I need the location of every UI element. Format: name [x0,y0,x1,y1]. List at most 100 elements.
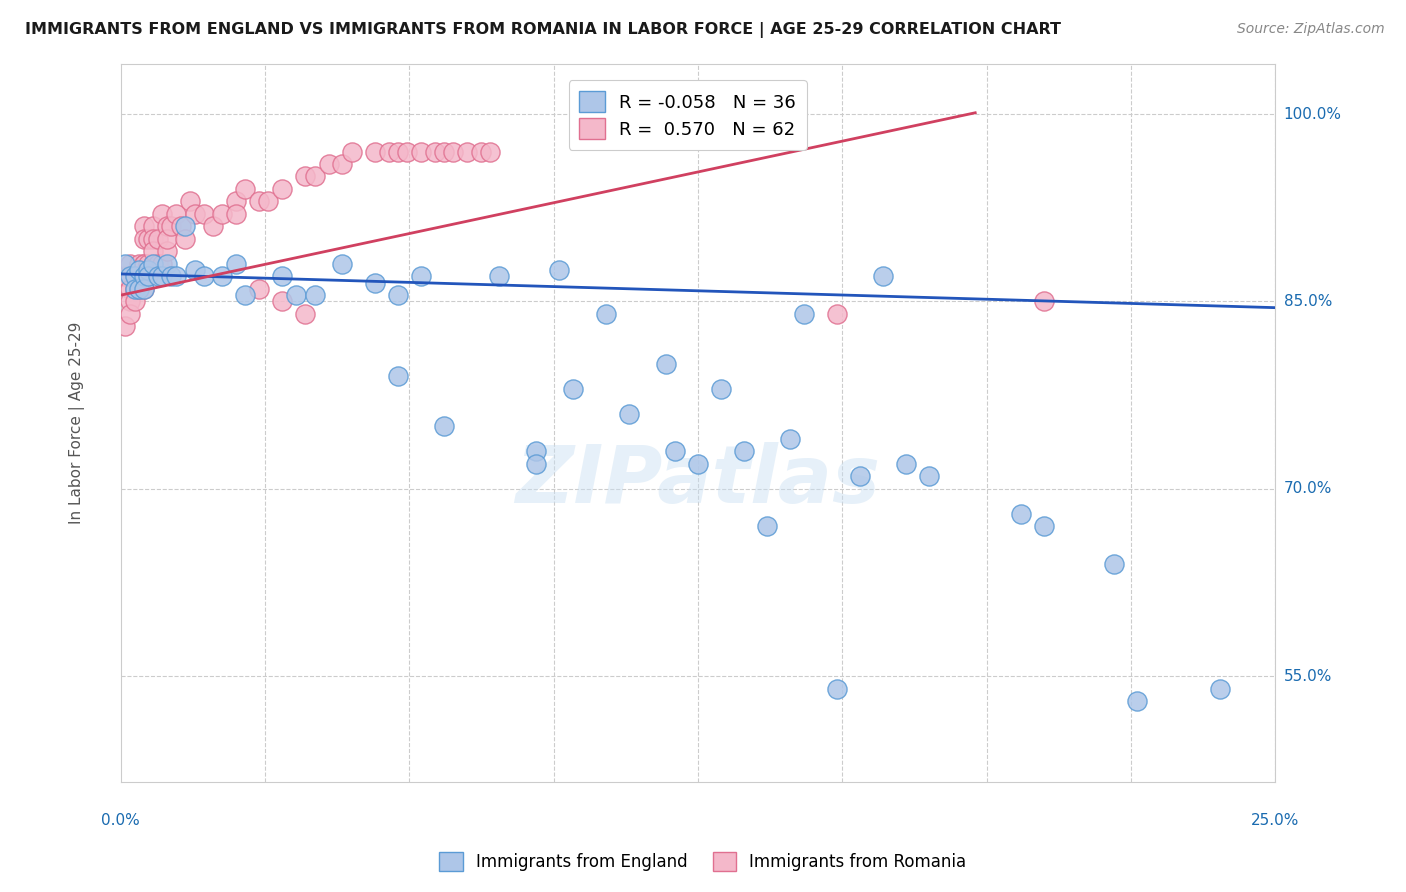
Point [128,257,150,271]
Point [756,519,779,533]
Point [294,307,316,321]
Point [332,157,354,171]
Point [479,145,502,159]
Point [364,145,387,159]
Text: IMMIGRANTS FROM ENGLAND VS IMMIGRANTS FROM ROMANIA IN LABOR FORCE | AGE 25-29 CO: IMMIGRANTS FROM ENGLAND VS IMMIGRANTS FR… [25,22,1062,38]
Point [165,207,187,221]
Point [271,269,294,284]
Point [257,194,280,209]
Point [124,294,146,309]
Point [142,244,165,259]
Text: 100.0%: 100.0% [1284,106,1341,121]
Legend: R = -0.058   N = 36, R =  0.570   N = 62: R = -0.058 N = 36, R = 0.570 N = 62 [568,80,807,150]
Point [654,357,676,371]
Point [710,382,733,396]
Point [332,257,354,271]
Point [124,269,146,284]
Point [146,232,169,246]
Point [377,145,399,159]
Point [1033,519,1056,533]
Point [364,276,387,290]
Point [409,145,432,159]
Point [235,182,257,196]
Point [247,282,270,296]
Point [183,207,205,221]
Point [114,257,136,271]
Text: Source: ZipAtlas.com: Source: ZipAtlas.com [1237,22,1385,37]
Point [304,169,326,184]
Point [387,145,409,159]
Text: In Labor Force | Age 25-29: In Labor Force | Age 25-29 [69,322,84,524]
Point [396,145,419,159]
Point [1102,557,1125,571]
Point [156,219,179,234]
Text: 85.0%: 85.0% [1284,294,1331,309]
Point [225,257,247,271]
Point [150,257,173,271]
Text: 0.0%: 0.0% [101,813,141,828]
Point [225,194,247,209]
Point [294,169,316,184]
Point [193,207,215,221]
Point [548,263,571,277]
Point [733,444,755,458]
Point [150,269,173,284]
Point [138,232,160,246]
Point [118,282,141,296]
Text: ZIPatlas: ZIPatlas [516,442,880,520]
Point [142,232,165,246]
Point [918,469,941,483]
Point [423,145,446,159]
Legend: Immigrants from England, Immigrants from Romania: Immigrants from England, Immigrants from… [432,843,974,880]
Point [132,269,155,284]
Point [387,369,409,384]
Text: 70.0%: 70.0% [1284,482,1331,496]
Point [174,232,197,246]
Point [271,182,294,196]
Point [488,269,510,284]
Point [387,288,409,302]
Point [340,145,363,159]
Point [271,294,294,309]
Point [118,269,141,284]
Point [124,282,146,296]
Point [118,257,141,271]
Point [128,282,150,296]
Point [132,219,155,234]
Point [617,407,640,421]
Point [124,269,146,284]
Point [872,269,894,284]
Point [779,432,801,446]
Point [848,469,870,483]
Point [179,194,201,209]
Point [562,382,585,396]
Point [156,244,179,259]
Point [132,257,155,271]
Point [304,288,326,302]
Point [470,145,492,159]
Point [664,444,686,458]
Point [142,219,165,234]
Point [128,263,150,277]
Point [138,263,160,277]
Point [142,257,165,271]
Point [124,282,146,296]
Point [686,457,709,471]
Point [128,269,150,284]
Point [128,282,150,296]
Point [285,288,308,302]
Point [156,257,179,271]
Point [146,269,169,284]
Point [193,269,215,284]
Point [142,257,165,271]
Point [114,319,136,334]
Point [524,444,547,458]
Point [156,232,179,246]
Point [132,269,155,284]
Point [160,269,183,284]
Point [825,307,848,321]
Point [441,145,464,159]
Point [793,307,815,321]
Point [318,157,340,171]
Point [235,288,257,302]
